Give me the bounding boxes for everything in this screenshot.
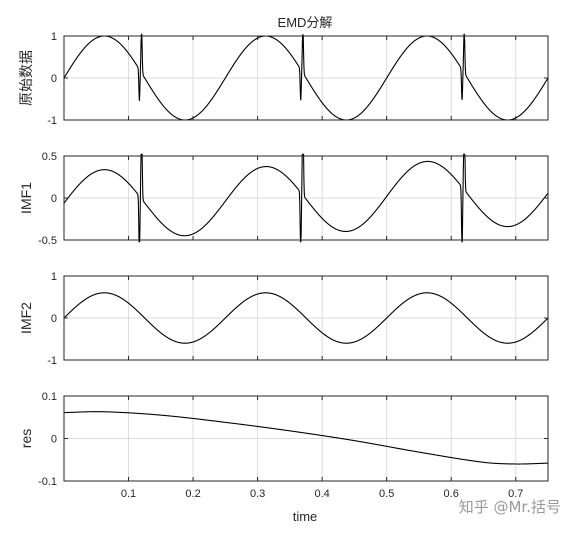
y-tick-label: -0.5	[38, 235, 57, 247]
y-tick-label: 0.5	[42, 151, 57, 163]
y-tick-label: 0.1	[42, 391, 57, 403]
series-line	[64, 411, 549, 465]
y-tick-label: 1	[51, 271, 57, 283]
y-axis-label: IMF1	[18, 182, 34, 214]
watermark-text: 知乎 @Mr.括号	[459, 498, 561, 516]
panel-imf2: 1 0 -1 IMF2	[18, 271, 549, 367]
x-tick-label: 0.6	[444, 488, 459, 500]
x-axis-label: time	[293, 509, 318, 524]
series-line	[63, 33, 549, 121]
panel-imf1: 0.5 0 -0.5 IMF1	[18, 151, 549, 247]
y-tick-label: -0.1	[38, 476, 57, 488]
series-line	[63, 153, 549, 243]
panel-original-data: 1 0 -1 原始数据	[18, 31, 549, 127]
y-tick-label: -1	[47, 115, 57, 127]
y-tick-label: 1	[51, 31, 57, 43]
x-tick-label: 0.2	[185, 488, 200, 500]
figure-title: EMD分解	[278, 15, 333, 30]
y-tick-label: -1	[47, 355, 57, 367]
y-tick-label: 0	[51, 434, 57, 446]
y-tick-label: 0	[51, 73, 57, 85]
series-line	[63, 292, 549, 344]
x-tick-label: 0.7	[508, 488, 523, 500]
x-tick-label: 0.4	[314, 488, 329, 500]
y-tick-label: 0	[51, 313, 57, 325]
y-axis-label: 原始数据	[18, 50, 34, 106]
y-axis-label: IMF2	[18, 302, 34, 334]
x-tick-label: 0.1	[121, 488, 136, 500]
x-tick-label: 0.5	[379, 488, 394, 500]
x-tick-label: 0.3	[250, 488, 265, 500]
y-axis-label: res	[18, 429, 34, 448]
y-tick-label: 0	[51, 193, 57, 205]
panel-residual: 0.1 0 -0.1 0.1 0.2 0.3 0.4 0.5 0.6 0.7 res	[18, 391, 549, 500]
